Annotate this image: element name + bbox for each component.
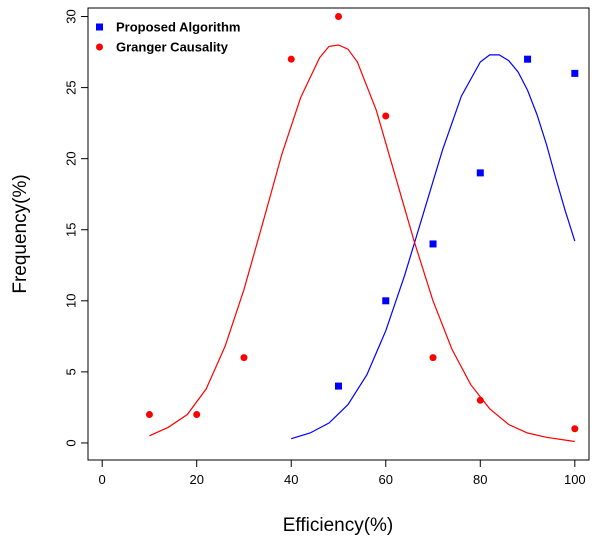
point-granger-causality <box>145 411 153 419</box>
x-tick-label: 20 <box>189 472 203 487</box>
legend: Proposed Algorithm Granger Causality <box>96 20 240 55</box>
point-proposed-algorithm <box>571 69 579 77</box>
point-granger-causality <box>382 112 390 120</box>
point-proposed-algorithm <box>382 297 390 305</box>
point-granger-causality <box>335 13 342 21</box>
legend-marker-proposed-algorithm <box>96 23 103 31</box>
x-tick-label: 0 <box>99 472 106 487</box>
y-tick-label: 25 <box>64 80 79 94</box>
x-axis-title: Efficiency(%) <box>283 515 394 536</box>
x-tick-label: 80 <box>473 472 487 487</box>
point-granger-causality <box>193 411 201 419</box>
legend-label-proposed-algorithm: Proposed Algorithm <box>116 20 240 35</box>
x-tick-label: 40 <box>284 472 298 487</box>
point-granger-causality <box>240 354 248 362</box>
y-tick-label: 30 <box>64 9 79 23</box>
y-tick-label: 20 <box>64 151 79 165</box>
y-tick-label: 10 <box>64 294 79 308</box>
y-axis: 0 5 10 15 20 25 30 <box>64 9 89 447</box>
y-tick-label: 0 <box>64 439 79 446</box>
curve-granger-causality <box>149 44 575 443</box>
x-tick-label: 100 <box>564 472 586 487</box>
point-proposed-algorithm <box>524 55 532 63</box>
legend-marker-granger-causality <box>96 43 103 51</box>
point-proposed-algorithm <box>429 240 437 248</box>
data-points <box>145 13 579 433</box>
x-axis: 0 20 40 60 80 100 <box>99 459 586 487</box>
fitted-curves <box>149 44 576 443</box>
curve-proposed-algorithm <box>291 54 576 440</box>
y-tick-label: 15 <box>64 223 79 237</box>
legend-label-granger-causality: Granger Causality <box>116 40 229 55</box>
point-granger-causality <box>429 354 437 362</box>
point-proposed-algorithm <box>476 169 484 177</box>
y-axis-title: Frequency(%) <box>10 174 31 293</box>
y-tick-label: 5 <box>64 368 79 375</box>
x-tick-label: 60 <box>379 472 393 487</box>
plot-frame <box>87 7 590 461</box>
point-granger-causality <box>476 396 484 404</box>
point-granger-causality <box>571 425 579 433</box>
point-granger-causality <box>287 55 295 63</box>
point-proposed-algorithm <box>335 382 342 390</box>
